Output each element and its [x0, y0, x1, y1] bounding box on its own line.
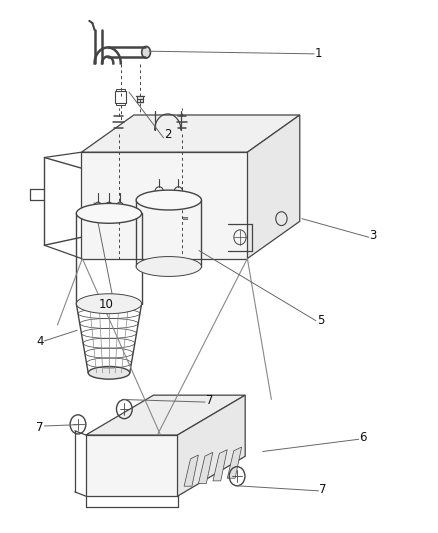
Text: 7: 7: [36, 421, 44, 433]
Bar: [160, 445, 169, 487]
Ellipse shape: [76, 204, 141, 223]
Text: 10: 10: [99, 298, 113, 311]
Text: 7: 7: [319, 483, 327, 496]
Text: 6: 6: [360, 431, 367, 444]
Polygon shape: [86, 395, 245, 435]
Polygon shape: [213, 450, 227, 481]
Polygon shape: [247, 115, 300, 259]
Text: 5: 5: [317, 314, 325, 327]
Polygon shape: [177, 395, 245, 496]
Bar: [144, 445, 152, 487]
Polygon shape: [198, 453, 213, 483]
Bar: [115, 91, 127, 103]
Ellipse shape: [76, 294, 141, 313]
Text: ≡: ≡: [181, 214, 188, 223]
Bar: [116, 89, 125, 91]
Bar: [127, 445, 136, 487]
Ellipse shape: [142, 46, 150, 58]
Text: 7: 7: [206, 394, 213, 407]
Ellipse shape: [124, 177, 165, 223]
Bar: [116, 103, 125, 105]
Text: 2: 2: [164, 128, 172, 141]
Text: 1: 1: [315, 47, 322, 60]
Polygon shape: [86, 435, 177, 496]
Polygon shape: [184, 455, 198, 486]
Text: 3: 3: [370, 229, 377, 242]
Ellipse shape: [136, 256, 201, 277]
Ellipse shape: [136, 190, 201, 210]
Polygon shape: [81, 115, 300, 152]
Polygon shape: [227, 447, 242, 478]
Polygon shape: [81, 152, 247, 259]
Bar: [110, 445, 119, 487]
Bar: [94, 445, 102, 487]
Ellipse shape: [88, 367, 130, 379]
Text: 4: 4: [36, 335, 44, 349]
